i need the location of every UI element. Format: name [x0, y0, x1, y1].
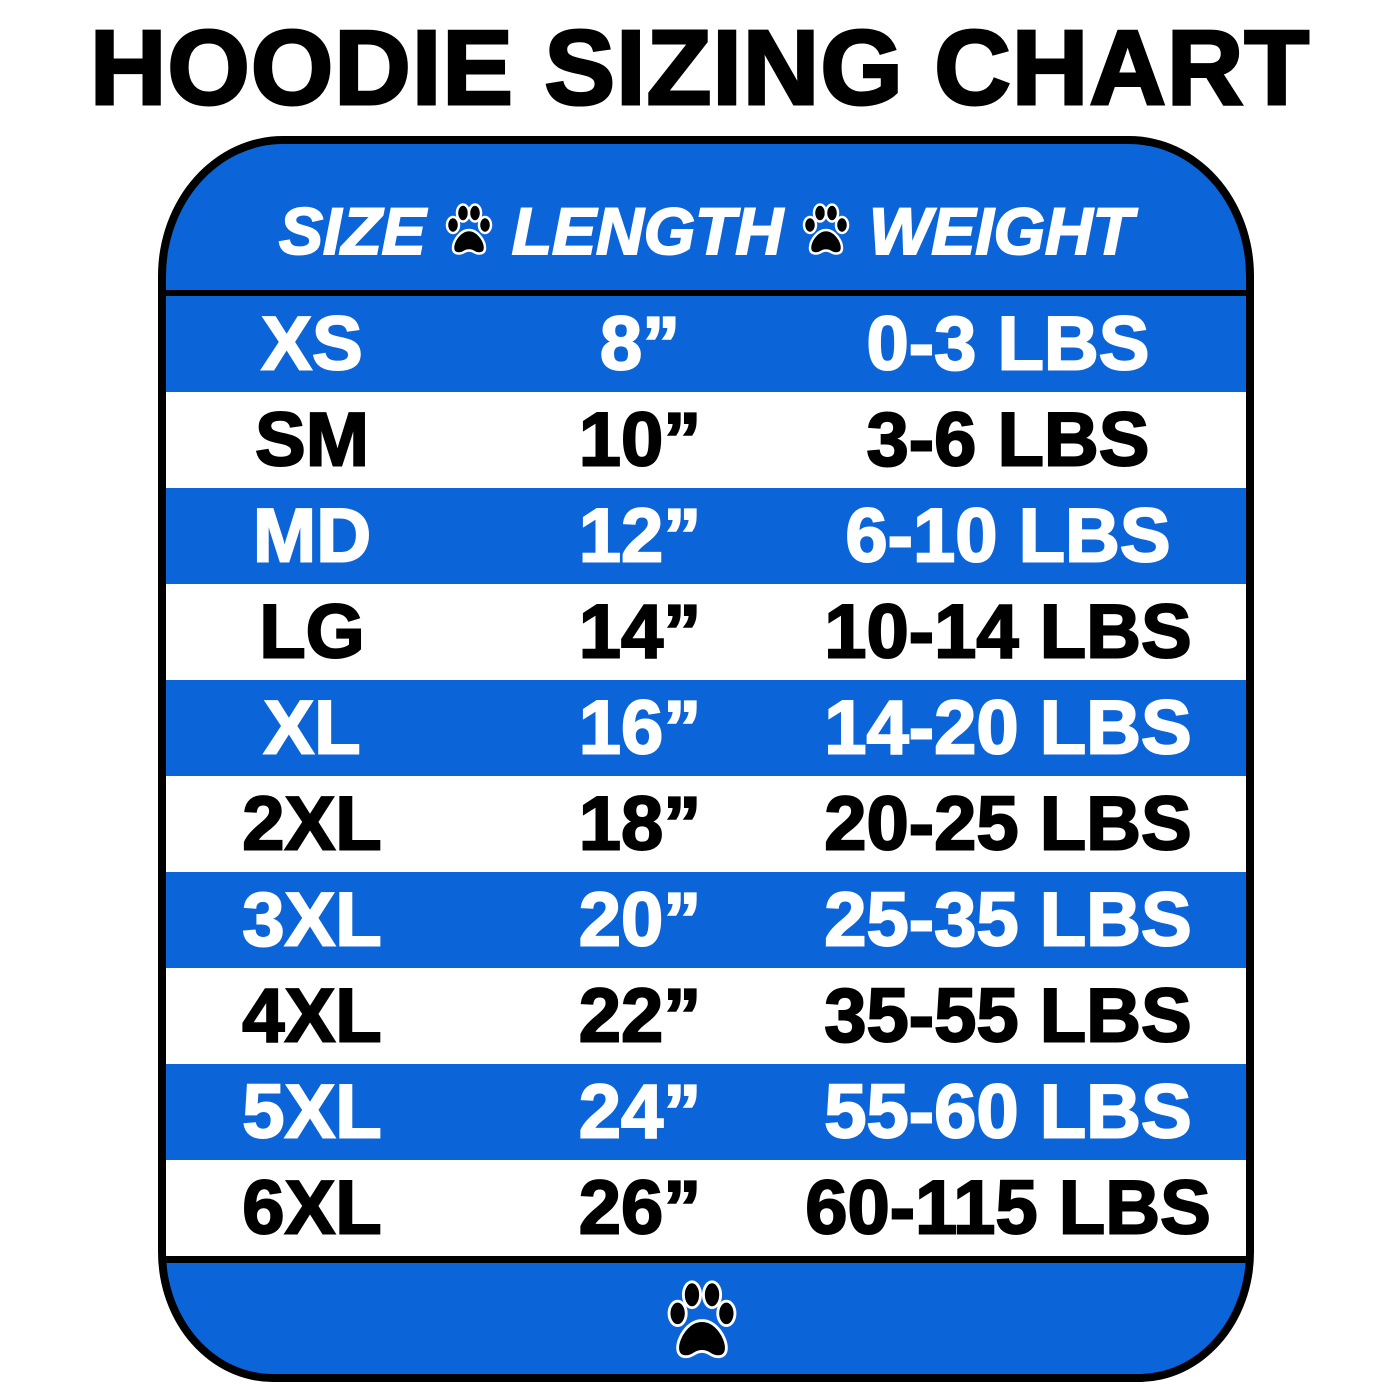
length-cell: 18” — [578, 781, 703, 868]
length-cell: 8” — [599, 301, 681, 388]
size-cell: 6XL — [241, 1165, 382, 1252]
weight-cell: 0-3 LBS — [866, 301, 1151, 388]
length-cell: 14” — [578, 589, 703, 676]
size-cell: SM — [254, 397, 370, 484]
size-cell: 2XL — [241, 781, 382, 868]
length-cell: 16” — [578, 685, 703, 772]
sizing-table: SIZE LENGTH WEIGHT XS 8” 0-3 LBS SM 10” 3-6 L… — [158, 136, 1254, 1382]
paw-print-icon — [802, 203, 850, 255]
weight-cell: 6-10 LBS — [844, 493, 1171, 580]
length-cell: 10” — [578, 397, 703, 484]
paw-print-icon — [667, 1280, 737, 1359]
header-length: LENGTH — [511, 193, 784, 269]
table-row: 2XL 18” 20-25 LBS — [166, 776, 1246, 872]
table-header: SIZE LENGTH WEIGHT — [166, 144, 1246, 290]
weight-cell: 20-25 LBS — [823, 781, 1192, 868]
length-cell: 20” — [578, 877, 703, 964]
weight-cell: 3-6 LBS — [866, 397, 1151, 484]
header-divider — [166, 290, 1246, 297]
size-cell: MD — [252, 493, 372, 580]
length-cell: 26” — [578, 1165, 703, 1252]
size-cell: 3XL — [241, 877, 382, 964]
chart-title: HOODIE SIZING CHART — [88, 8, 1311, 129]
length-cell: 12” — [578, 493, 703, 580]
table-row: MD 12” 6-10 LBS — [166, 488, 1246, 584]
length-cell: 24” — [578, 1069, 703, 1156]
table-row: XL 16” 14-20 LBS — [166, 680, 1246, 776]
table-row: SM 10” 3-6 LBS — [166, 392, 1246, 488]
table-row: 4XL 22” 35-55 LBS — [166, 968, 1246, 1064]
weight-cell: 55-60 LBS — [823, 1069, 1192, 1156]
weight-cell: 14-20 LBS — [823, 685, 1192, 772]
table-row: 3XL 20” 25-35 LBS — [166, 872, 1246, 968]
size-cell: XS — [260, 301, 363, 388]
table-row: 6XL 26” 60-115 LBS — [166, 1160, 1246, 1256]
paw-print-icon — [445, 203, 492, 255]
header-weight: WEIGHT — [868, 193, 1134, 269]
weight-cell: 10-14 LBS — [823, 589, 1192, 676]
table-row: 5XL 24” 55-60 LBS — [166, 1064, 1246, 1160]
weight-cell: 60-115 LBS — [804, 1165, 1212, 1252]
size-cell: XL — [262, 685, 361, 772]
weight-cell: 25-35 LBS — [823, 877, 1192, 964]
table-row: XS 8” 0-3 LBS — [166, 296, 1246, 392]
size-cell: 5XL — [241, 1069, 382, 1156]
footer-divider — [166, 1256, 1246, 1263]
length-cell: 22” — [578, 973, 703, 1060]
weight-cell: 35-55 LBS — [823, 973, 1192, 1060]
size-cell: LG — [258, 589, 366, 676]
header-size: SIZE — [278, 193, 427, 269]
size-cell: 4XL — [241, 973, 382, 1060]
table-row: LG 14” 10-14 LBS — [166, 584, 1246, 680]
table-body: XS 8” 0-3 LBS SM 10” 3-6 LBS MD 12” 6-10 LBS LG 14… — [166, 296, 1246, 1256]
